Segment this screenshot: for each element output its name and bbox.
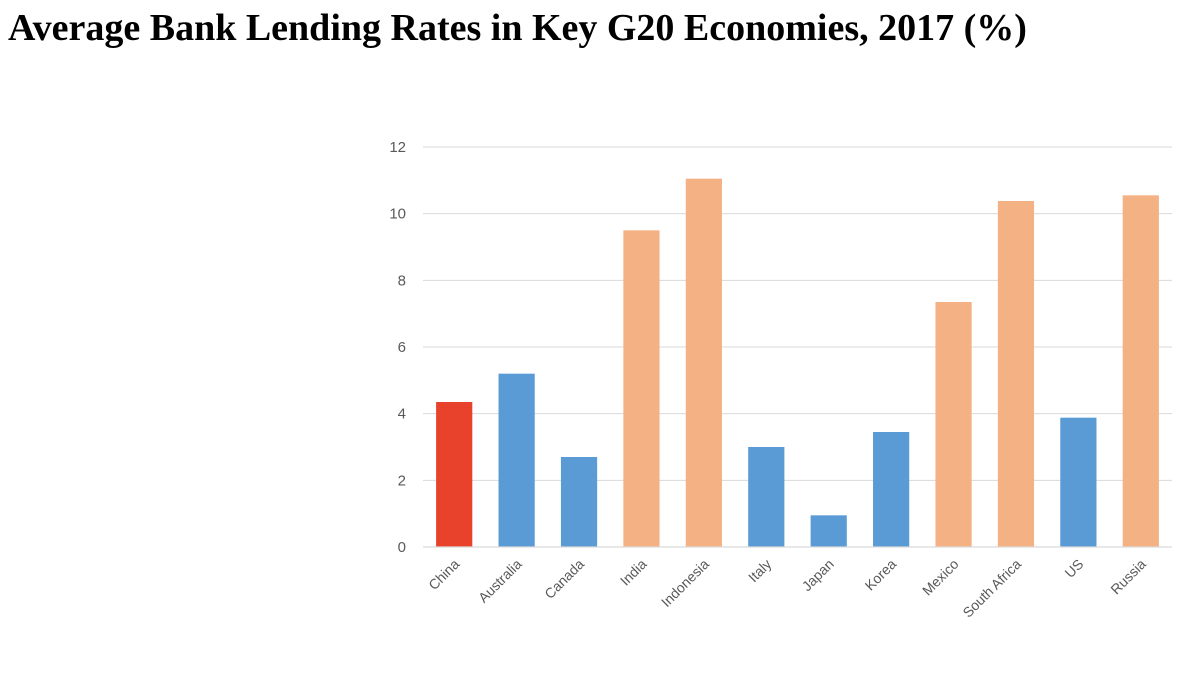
x-tick-label: Japan bbox=[799, 556, 837, 594]
y-tick-label: 2 bbox=[398, 472, 406, 489]
x-tick-label: India bbox=[617, 556, 650, 589]
chart-title: Average Bank Lending Rates in Key G20 Ec… bbox=[8, 7, 1027, 49]
bar-korea bbox=[873, 432, 910, 547]
category-labels: China Australia Canada India Indonesia Italy J… bbox=[425, 556, 1149, 621]
bar-india bbox=[623, 230, 660, 548]
x-tick-label: Australia bbox=[475, 556, 525, 606]
x-tick-label: Russia bbox=[1107, 556, 1149, 598]
y-tick-label: 12 bbox=[389, 139, 406, 156]
bar-mexico bbox=[935, 302, 972, 547]
y-tick-label: 10 bbox=[389, 206, 406, 223]
bar-south-africa bbox=[997, 201, 1035, 547]
y-axis-ticks: 0 2 4 6 8 10 12 bbox=[389, 139, 406, 556]
bar-japan bbox=[810, 515, 847, 547]
bar-russia bbox=[1122, 195, 1159, 548]
y-tick-label: 6 bbox=[398, 339, 406, 356]
y-tick-label: 4 bbox=[398, 406, 406, 423]
x-tick-label: Italy bbox=[745, 556, 774, 585]
bar-us bbox=[1060, 417, 1097, 547]
gridlines bbox=[423, 146, 1172, 481]
y-tick-label: 8 bbox=[398, 272, 406, 289]
x-tick-label: China bbox=[425, 556, 462, 593]
x-tick-label: Mexico bbox=[919, 556, 962, 599]
bar-australia bbox=[498, 373, 535, 547]
bar-canada bbox=[560, 457, 598, 547]
bar-italy bbox=[748, 447, 785, 547]
bars bbox=[436, 178, 1159, 548]
x-tick-label: US bbox=[1061, 556, 1086, 581]
x-tick-label: South Africa bbox=[959, 556, 1024, 621]
y-tick-label: 0 bbox=[398, 539, 406, 556]
x-tick-label: Indonesia bbox=[658, 556, 712, 610]
x-tick-label: Korea bbox=[862, 556, 900, 594]
x-tick-label: Canada bbox=[541, 556, 587, 602]
bar-china bbox=[436, 402, 473, 547]
bar-indonesia bbox=[685, 178, 722, 547]
